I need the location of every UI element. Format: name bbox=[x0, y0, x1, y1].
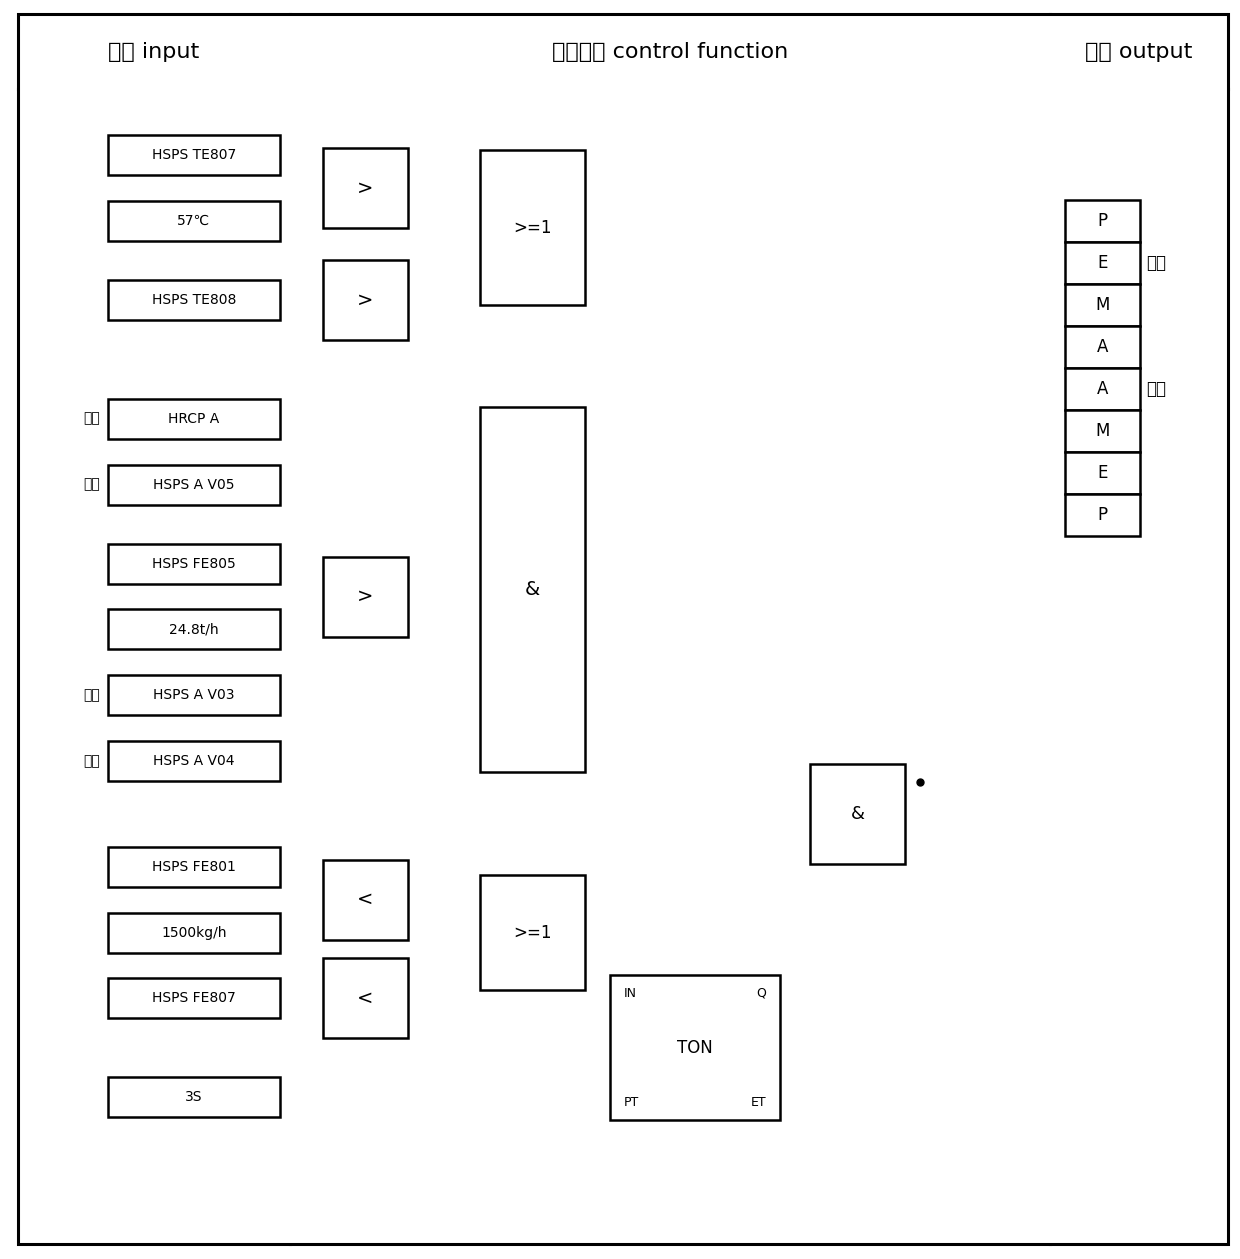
Bar bbox=[322, 149, 408, 228]
Text: 开通: 开通 bbox=[83, 689, 100, 703]
Bar bbox=[1065, 410, 1140, 452]
Text: HSPS A V03: HSPS A V03 bbox=[154, 689, 234, 703]
Text: IN: IN bbox=[624, 987, 637, 1000]
Text: >: > bbox=[357, 179, 373, 198]
Bar bbox=[108, 846, 280, 886]
Text: 24.8t/h: 24.8t/h bbox=[169, 622, 218, 637]
Text: 3S: 3S bbox=[185, 1090, 203, 1104]
Text: 控制功能 control function: 控制功能 control function bbox=[552, 42, 789, 62]
Text: A: A bbox=[1097, 380, 1109, 398]
Text: >: > bbox=[357, 587, 373, 606]
Text: 开通: 开通 bbox=[83, 754, 100, 768]
Bar bbox=[1065, 242, 1140, 285]
Bar bbox=[1065, 326, 1140, 368]
Bar bbox=[322, 556, 408, 637]
Text: HSPS FE805: HSPS FE805 bbox=[153, 556, 236, 570]
Bar bbox=[108, 201, 280, 240]
Text: ET: ET bbox=[750, 1095, 766, 1109]
Bar bbox=[322, 261, 408, 340]
Bar bbox=[108, 978, 280, 1019]
Text: >: > bbox=[357, 291, 373, 310]
Text: 开启: 开启 bbox=[1146, 380, 1166, 398]
Bar bbox=[1065, 494, 1140, 536]
Text: HSPS FE801: HSPS FE801 bbox=[153, 860, 236, 874]
Bar bbox=[610, 976, 780, 1121]
Bar bbox=[322, 958, 408, 1039]
Text: P: P bbox=[1097, 506, 1107, 524]
Text: 输入 input: 输入 input bbox=[108, 42, 200, 62]
Text: M: M bbox=[1095, 296, 1110, 313]
Text: 1500kg/h: 1500kg/h bbox=[161, 925, 227, 939]
Bar bbox=[108, 675, 280, 715]
Text: HRCP A: HRCP A bbox=[169, 412, 219, 426]
Text: HSPS A V05: HSPS A V05 bbox=[154, 477, 234, 491]
Bar bbox=[108, 742, 280, 782]
Text: <: < bbox=[357, 890, 373, 909]
Text: HSPS TE808: HSPS TE808 bbox=[151, 293, 236, 307]
Text: HSPS A V04: HSPS A V04 bbox=[154, 754, 234, 768]
Bar bbox=[108, 544, 280, 584]
Text: HSPS TE807: HSPS TE807 bbox=[151, 149, 236, 162]
Text: >=1: >=1 bbox=[513, 219, 552, 237]
Text: P: P bbox=[1097, 212, 1107, 230]
Bar bbox=[108, 135, 280, 175]
Text: TON: TON bbox=[677, 1039, 713, 1056]
Bar bbox=[810, 764, 905, 864]
Text: A: A bbox=[1097, 337, 1109, 356]
Text: 启动: 启动 bbox=[83, 412, 100, 426]
Bar bbox=[1065, 368, 1140, 410]
Text: M: M bbox=[1095, 422, 1110, 439]
Bar bbox=[480, 408, 585, 773]
Text: >=1: >=1 bbox=[513, 924, 552, 942]
Bar bbox=[1065, 285, 1140, 326]
Bar bbox=[108, 913, 280, 953]
Bar bbox=[480, 875, 585, 990]
Text: &: & bbox=[525, 580, 541, 599]
Text: E: E bbox=[1097, 254, 1107, 272]
Text: Q: Q bbox=[756, 987, 766, 1000]
Text: <: < bbox=[357, 988, 373, 1008]
Bar bbox=[1065, 452, 1140, 494]
Bar bbox=[480, 150, 585, 305]
Text: 关阀: 关阀 bbox=[1146, 254, 1166, 272]
Bar bbox=[108, 399, 280, 438]
Text: 57℃: 57℃ bbox=[177, 214, 211, 228]
Text: 关闭: 关闭 bbox=[83, 477, 100, 491]
Text: E: E bbox=[1097, 465, 1107, 482]
Bar bbox=[108, 609, 280, 650]
Text: &: & bbox=[851, 805, 864, 823]
Bar bbox=[1065, 200, 1140, 242]
Text: PT: PT bbox=[624, 1095, 640, 1109]
Text: 输出 output: 输出 output bbox=[1085, 42, 1193, 62]
Bar bbox=[108, 1078, 280, 1117]
Bar bbox=[322, 860, 408, 939]
Text: HSPS FE807: HSPS FE807 bbox=[153, 991, 236, 1006]
Bar bbox=[108, 279, 280, 320]
Bar bbox=[108, 465, 280, 505]
